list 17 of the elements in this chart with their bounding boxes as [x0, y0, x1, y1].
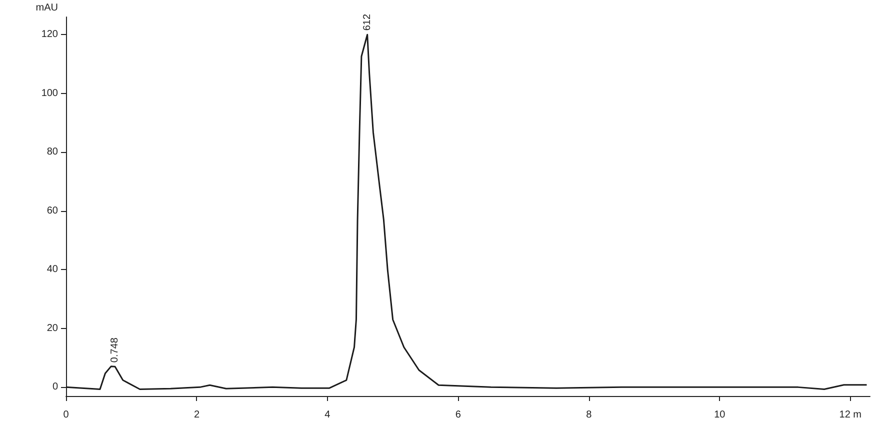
y-tick-label: 60: [46, 205, 58, 216]
y-tick-label: 100: [41, 88, 58, 99]
annotation: 0.748: [109, 337, 120, 363]
annotation: 612: [362, 14, 373, 31]
x-tick-label: 12 m: [839, 410, 862, 420]
y-tick-label: 40: [46, 264, 58, 276]
x-tick-label: 0: [63, 410, 70, 420]
x-tick-label: 6: [455, 410, 462, 420]
y-tick-label: 120: [41, 29, 58, 40]
x-tick-label: 8: [586, 410, 592, 420]
x-tick-label: 4: [324, 410, 331, 420]
y-tick-label: 20: [46, 322, 58, 334]
y-tick-label: 80: [46, 146, 58, 158]
x-tick-label: 2: [194, 410, 200, 420]
y-axis-title: mAU: [36, 2, 58, 14]
x-tick-label: 10: [714, 410, 726, 420]
y-tick-label: 0: [52, 382, 58, 393]
